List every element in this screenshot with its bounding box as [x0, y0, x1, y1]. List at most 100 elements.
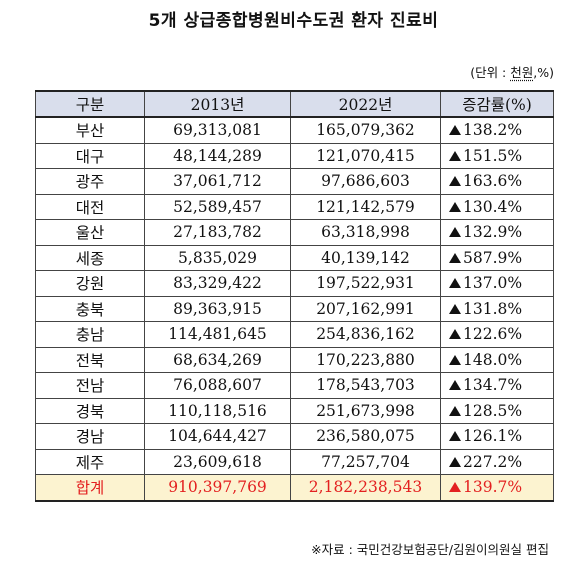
total-row: 합계 910,397,769 2,182,238,543 139.7%	[35, 474, 554, 502]
region-cell: 제주	[35, 448, 145, 475]
up-triangle-icon	[449, 431, 461, 442]
rate-value: 151.5%	[463, 146, 523, 165]
value-2013-cell: 68,634,269	[144, 346, 291, 373]
value-2013-cell: 89,363,915	[144, 295, 291, 322]
rate-value: 139.7%	[463, 478, 523, 497]
value-2022-cell: 236,580,075	[290, 423, 441, 450]
value-2022-cell: 63,318,998	[290, 219, 441, 246]
value-2013-cell: 27,183,782	[144, 219, 291, 246]
rate-cell: 151.5%	[440, 142, 554, 169]
rate-value: 122.6%	[463, 325, 523, 344]
unit-note: (단위 : 천원,%)	[470, 62, 554, 81]
source-note: ※자료 : 국민건강보험공단/김원이의원실 편집	[311, 542, 549, 557]
rate-value: 132.9%	[463, 223, 523, 242]
rate-cell: 138.2%	[440, 116, 554, 144]
value-2013-cell: 5,835,029	[144, 244, 291, 271]
up-triangle-icon	[449, 176, 461, 187]
table-row: 제주 23,609,618 77,257,704 227.2%	[35, 448, 554, 475]
rate-value: 587.9%	[463, 248, 523, 267]
up-triangle-icon	[449, 405, 461, 416]
region-cell: 강원	[35, 270, 145, 297]
rate-cell: 148.0%	[440, 346, 554, 373]
unit-text: 천원	[510, 65, 534, 80]
rate-cell: 227.2%	[440, 448, 554, 475]
value-2022-cell: 178,543,703	[290, 372, 441, 399]
value-2022-cell: 77,257,704	[290, 448, 441, 475]
rate-value: 163.6%	[463, 172, 523, 191]
up-triangle-icon	[449, 329, 461, 340]
rate-cell: 128.5%	[440, 397, 554, 424]
table-row: 충남 114,481,645 254,836,162 122.6%	[35, 321, 554, 348]
value-2013-cell: 69,313,081	[144, 116, 291, 144]
up-triangle-icon	[449, 278, 461, 289]
table-row: 강원 83,329,422 197,522,931 137.0%	[35, 270, 554, 297]
table-row: 경북 110,118,516 251,673,998 128.5%	[35, 397, 554, 424]
rate-cell: 126.1%	[440, 423, 554, 450]
value-2022-cell: 97,686,603	[290, 168, 441, 195]
rate-value: 134.7%	[463, 376, 523, 395]
up-triangle-icon	[449, 227, 461, 238]
table-row: 울산 27,183,782 63,318,998 132.9%	[35, 219, 554, 246]
region-cell: 울산	[35, 219, 145, 246]
medical-cost-table: 구분 2013년 2022년 증감률(%) 부산 69,313,081 165,07…	[35, 90, 554, 502]
value-2022-cell: 254,836,162	[290, 321, 441, 348]
region-cell: 대구	[35, 142, 145, 169]
up-triangle-icon	[449, 380, 461, 391]
value-2013-cell: 110,118,516	[144, 397, 291, 424]
region-cell: 광주	[35, 168, 145, 195]
table-row: 대전 52,589,457 121,142,579 130.4%	[35, 193, 554, 220]
value-2022-cell: 40,139,142	[290, 244, 441, 271]
up-triangle-icon	[449, 354, 461, 365]
region-cell: 부산	[35, 116, 145, 144]
rate-value: 137.0%	[463, 274, 523, 293]
rate-cell: 134.7%	[440, 372, 554, 399]
up-triangle-icon	[449, 150, 461, 161]
value-2013-cell: 76,088,607	[144, 372, 291, 399]
value-2022-cell: 251,673,998	[290, 397, 441, 424]
region-cell: 충남	[35, 321, 145, 348]
value-2013-cell: 83,329,422	[144, 270, 291, 297]
rate-value: 227.2%	[463, 452, 523, 471]
value-2022-cell: 197,522,931	[290, 270, 441, 297]
region-cell: 충북	[35, 295, 145, 322]
value-2013-cell: 48,144,289	[144, 142, 291, 169]
rate-cell: 137.0%	[440, 270, 554, 297]
rate-value: 138.2%	[463, 121, 523, 140]
rate-cell: 163.6%	[440, 168, 554, 195]
value-2013-cell: 23,609,618	[144, 448, 291, 475]
up-triangle-icon	[449, 252, 461, 263]
unit-suffix: ,%)	[533, 65, 554, 80]
rate-cell: 132.9%	[440, 219, 554, 246]
value-2022-cell: 165,079,362	[290, 116, 441, 144]
up-triangle-icon	[449, 303, 461, 314]
header-2013: 2013년	[144, 90, 291, 118]
table-body: 부산 69,313,081 165,079,362 138.2% 대구 48,144,28…	[35, 116, 554, 502]
page-title: 5개 상급종합병원비수도권 환자 진료비	[148, 11, 439, 31]
value-2022-cell: 2,182,238,543	[290, 474, 441, 502]
region-cell: 세종	[35, 244, 145, 271]
up-triangle-icon	[449, 201, 461, 212]
rate-value: 131.8%	[463, 299, 523, 318]
rate-cell: 122.6%	[440, 321, 554, 348]
header-row: 구분 2013년 2022년 증감률(%)	[35, 90, 554, 118]
value-2013-cell: 52,589,457	[144, 193, 291, 220]
region-cell: 경남	[35, 423, 145, 450]
up-triangle-icon	[449, 125, 461, 136]
region-cell: 전남	[35, 372, 145, 399]
region-cell: 합계	[35, 474, 145, 502]
table-row: 광주 37,061,712 97,686,603 163.6%	[35, 168, 554, 195]
value-2022-cell: 121,142,579	[290, 193, 441, 220]
header-rate: 증감률(%)	[440, 90, 554, 118]
rate-cell: 587.9%	[440, 244, 554, 271]
value-2022-cell: 170,223,880	[290, 346, 441, 373]
value-2013-cell: 910,397,769	[144, 474, 291, 502]
rate-value: 128.5%	[463, 401, 523, 420]
up-triangle-icon	[449, 456, 461, 467]
rate-cell: 139.7%	[440, 474, 554, 502]
rate-value: 130.4%	[463, 197, 523, 216]
table-row: 경남 104,644,427 236,580,075 126.1%	[35, 423, 554, 450]
value-2013-cell: 37,061,712	[144, 168, 291, 195]
rate-value: 126.1%	[463, 427, 523, 446]
rate-cell: 131.8%	[440, 295, 554, 322]
value-2022-cell: 207,162,991	[290, 295, 441, 322]
